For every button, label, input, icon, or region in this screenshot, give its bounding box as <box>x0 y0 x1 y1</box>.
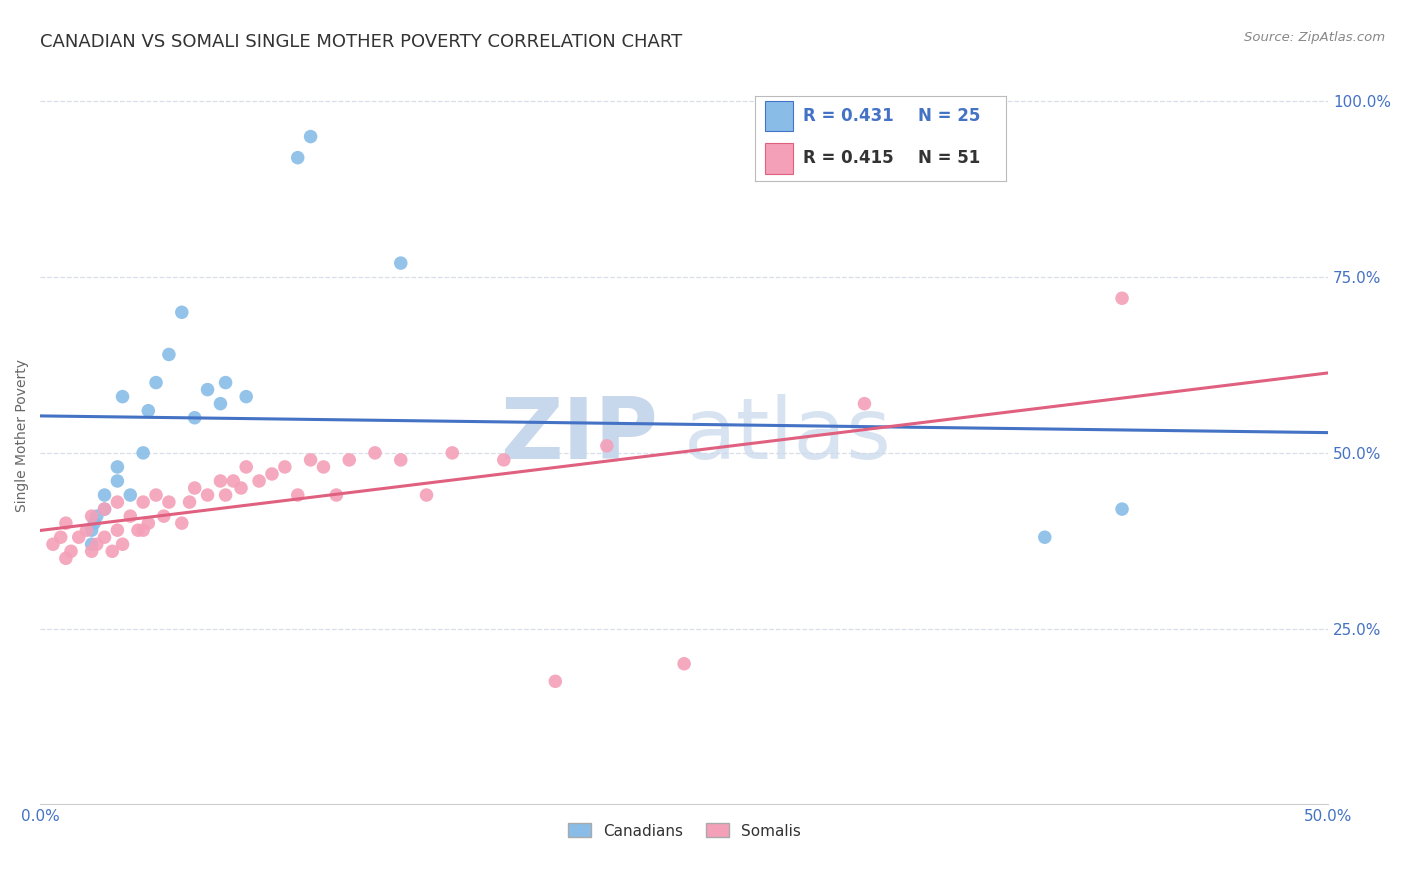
Point <box>105 459 128 474</box>
Text: CANADIAN VS SOMALI SINGLE MOTHER POVERTY CORRELATION CHART: CANADIAN VS SOMALI SINGLE MOTHER POVERTY… <box>41 33 682 51</box>
Point <box>132 523 155 537</box>
Legend: Canadians, Somalis: Canadians, Somalis <box>561 817 807 845</box>
Point <box>183 481 205 495</box>
Point <box>86 509 108 524</box>
Point <box>287 151 309 165</box>
Point <box>157 347 180 361</box>
Point <box>389 256 412 270</box>
Point <box>235 390 257 404</box>
Point <box>55 516 77 531</box>
Point <box>111 390 134 404</box>
Point <box>80 523 103 537</box>
Point <box>86 537 108 551</box>
Point <box>853 397 876 411</box>
Point <box>337 453 360 467</box>
Point <box>183 410 205 425</box>
Point <box>93 530 115 544</box>
Point <box>111 537 134 551</box>
Point <box>209 397 232 411</box>
Point <box>389 453 412 467</box>
Point <box>229 481 252 495</box>
Point <box>364 446 387 460</box>
Point <box>132 446 155 460</box>
Point <box>170 516 193 531</box>
Point <box>209 474 232 488</box>
Point <box>544 674 567 689</box>
Point <box>214 376 236 390</box>
Point <box>415 488 437 502</box>
Point <box>127 523 149 537</box>
Text: ZIP: ZIP <box>501 393 658 477</box>
Point <box>197 488 219 502</box>
Point <box>120 509 142 524</box>
Point <box>145 376 167 390</box>
Point <box>105 474 128 488</box>
Point <box>260 467 283 481</box>
Point <box>42 537 65 551</box>
Point <box>673 657 696 671</box>
Point <box>101 544 124 558</box>
Point <box>83 516 105 531</box>
Point <box>287 488 309 502</box>
Point <box>132 495 155 509</box>
Point <box>596 439 619 453</box>
Point <box>492 453 515 467</box>
Point <box>120 488 142 502</box>
Point <box>93 502 115 516</box>
Point <box>145 488 167 502</box>
Point <box>80 509 103 524</box>
Point <box>152 509 174 524</box>
Point <box>312 459 335 474</box>
Point <box>80 537 103 551</box>
Point <box>1111 291 1133 305</box>
Point <box>235 459 257 474</box>
Point <box>93 502 115 516</box>
Point <box>1033 530 1056 544</box>
Point <box>222 474 245 488</box>
Point <box>80 544 103 558</box>
Point <box>55 551 77 566</box>
Point <box>136 516 159 531</box>
Point <box>136 403 159 417</box>
Point <box>299 129 322 144</box>
Point <box>179 495 201 509</box>
Point <box>105 495 128 509</box>
Point <box>93 488 115 502</box>
Point <box>214 488 236 502</box>
Text: Source: ZipAtlas.com: Source: ZipAtlas.com <box>1244 31 1385 45</box>
Point <box>299 453 322 467</box>
Point <box>197 383 219 397</box>
Point <box>157 495 180 509</box>
Point <box>60 544 83 558</box>
Text: atlas: atlas <box>685 393 893 477</box>
Y-axis label: Single Mother Poverty: Single Mother Poverty <box>15 359 30 512</box>
Point <box>67 530 90 544</box>
Point <box>170 305 193 319</box>
Point <box>247 474 270 488</box>
Point <box>105 523 128 537</box>
Point <box>49 530 72 544</box>
Point <box>274 459 297 474</box>
Point <box>76 523 98 537</box>
Point <box>1111 502 1133 516</box>
Point <box>441 446 464 460</box>
Point <box>325 488 347 502</box>
